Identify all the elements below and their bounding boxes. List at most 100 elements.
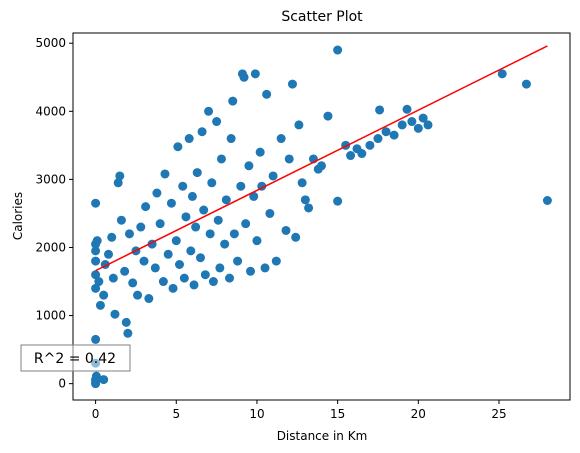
scatter-point-50 (181, 212, 190, 221)
scatter-point-89 (265, 209, 274, 218)
scatter-point-98 (298, 178, 307, 187)
scatter-point-32 (136, 223, 145, 232)
scatter-point-34 (141, 202, 150, 211)
scatter-point-45 (172, 236, 181, 245)
scatter-point-68 (217, 154, 226, 163)
scatter-point-121 (424, 120, 433, 129)
plot-area (73, 33, 570, 400)
scatter-point-37 (151, 263, 160, 272)
scatter-point-61 (204, 107, 213, 116)
y-tick-label: 3000 (35, 172, 66, 186)
scatter-point-6 (91, 335, 100, 344)
annotation-text: R^2 = 0.42 (34, 351, 116, 367)
scatter-point-78 (240, 73, 249, 82)
scatter-point-83 (251, 69, 260, 78)
scatter-point-96 (291, 233, 300, 242)
scatter-point-44 (169, 284, 178, 293)
scatter-point-72 (227, 134, 236, 143)
scatter-point-123 (522, 80, 531, 89)
r-squared-annotation: R^2 = 0.42 (21, 345, 130, 371)
y-tick-label: 4000 (35, 104, 66, 118)
scatter-point-43 (167, 199, 176, 208)
scatter-point-27 (123, 329, 132, 338)
x-axis-title: Distance in Km (277, 429, 368, 443)
scatter-point-58 (198, 127, 207, 136)
scatter-point-29 (128, 278, 137, 287)
scatter-point-51 (185, 134, 194, 143)
scatter-point-99 (301, 195, 310, 204)
scatter-point-38 (152, 189, 161, 198)
scatter-point-33 (140, 257, 149, 266)
scatter-point-100 (304, 203, 313, 212)
scatter-point-59 (199, 206, 208, 215)
scatter-point-20 (109, 274, 118, 283)
scatter-point-63 (207, 178, 216, 187)
x-tick-label: 25 (491, 407, 506, 421)
scatter-point-97 (294, 120, 303, 129)
scatter-point-16 (99, 291, 108, 300)
scatter-point-76 (236, 182, 245, 191)
scatter-point-88 (262, 90, 271, 99)
scatter-point-74 (230, 229, 239, 238)
scatter-point-65 (212, 117, 221, 126)
scatter-point-23 (115, 171, 124, 180)
x-tick-label: 5 (172, 407, 180, 421)
scatter-point-48 (178, 182, 187, 191)
scatter-point-26 (122, 318, 131, 327)
scatter-point-117 (403, 105, 412, 114)
scatter-point-110 (357, 149, 366, 158)
scatter-point-90 (269, 171, 278, 180)
x-tick-label: 10 (249, 407, 264, 421)
scatter-point-81 (246, 267, 255, 276)
scatter-point-91 (272, 257, 281, 266)
scatter-point-28 (125, 229, 134, 238)
y-tick-label: 1000 (35, 309, 66, 323)
scatter-point-70 (222, 195, 231, 204)
y-tick-label: 0 (58, 377, 66, 391)
scatter-point-69 (220, 240, 229, 249)
scatter-point-31 (133, 291, 142, 300)
scatter-point-52 (186, 246, 195, 255)
scatter-point-4 (99, 375, 108, 384)
scatter-point-92 (277, 134, 286, 143)
scatter-point-119 (414, 124, 423, 133)
scatter-point-13 (93, 236, 102, 245)
scatter-point-35 (144, 294, 153, 303)
scatter-point-94 (285, 154, 294, 163)
y-axis-title: Calories (11, 192, 25, 240)
scatter-point-111 (365, 141, 374, 150)
x-tick-label: 15 (330, 407, 345, 421)
scatter-point-8 (91, 257, 100, 266)
scatter-point-39 (156, 219, 165, 228)
scatter-point-49 (180, 274, 189, 283)
x-tick-label: 0 (92, 407, 100, 421)
scatter-point-56 (193, 168, 202, 177)
scatter-point-116 (398, 120, 407, 129)
y-tick-label: 2000 (35, 240, 66, 254)
scatter-point-105 (333, 46, 342, 55)
scatter-point-95 (288, 80, 297, 89)
scatter-point-113 (375, 105, 384, 114)
scatter-point-24 (117, 216, 126, 225)
scatter-point-18 (104, 250, 113, 259)
scatter-point-80 (244, 161, 253, 170)
scatter-point-115 (390, 131, 399, 140)
scatter-point-124 (543, 196, 552, 205)
scatter-point-53 (188, 192, 197, 201)
scatter-point-118 (407, 117, 416, 126)
scatter-point-42 (164, 250, 173, 259)
scatter-point-15 (96, 301, 105, 310)
scatter-point-55 (191, 223, 200, 232)
scatter-point-62 (206, 229, 215, 238)
scatter-point-67 (215, 263, 224, 272)
scatter-point-79 (241, 219, 250, 228)
scatter-point-46 (173, 142, 182, 151)
scatter-point-85 (256, 148, 265, 157)
scatter-point-108 (346, 151, 355, 160)
scatter-point-19 (107, 233, 116, 242)
x-tick-label: 20 (411, 407, 426, 421)
chart-title: Scatter Plot (281, 9, 363, 25)
scatter-point-112 (373, 134, 382, 143)
scatter-point-21 (110, 310, 119, 319)
scatter-point-47 (175, 260, 184, 269)
